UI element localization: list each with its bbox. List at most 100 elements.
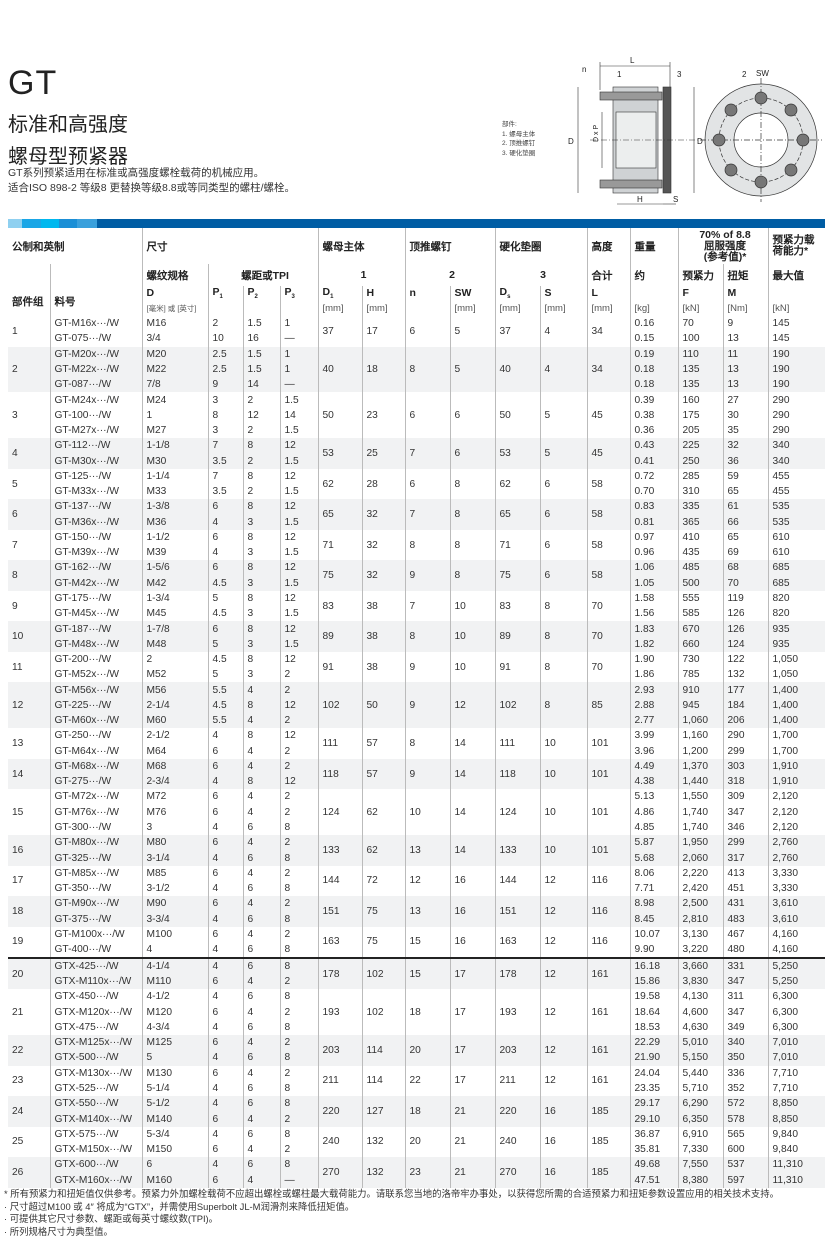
cell-sw: 10 — [449, 590, 495, 622]
pitch-p3: 1.5 — [279, 392, 318, 408]
weight: 2.77 — [629, 713, 678, 729]
weight: 1.58 — [629, 590, 678, 607]
weight: 36.87 — [629, 1126, 678, 1142]
torque: 347 — [722, 1004, 769, 1020]
thread-size: M100 — [141, 926, 208, 942]
part-group: 10 — [8, 621, 50, 652]
preload: 410 — [677, 529, 723, 546]
thread-size: 2-1/2 — [141, 728, 208, 744]
cell-sw: 17 — [449, 1035, 495, 1066]
table-row: GT-M33x···/W M33 3.5 2 1.5 0.70 310 65 455 — [8, 484, 826, 500]
torque: 431 — [722, 896, 769, 912]
cell-n: 12 — [404, 865, 450, 897]
torque: 36 — [722, 453, 769, 469]
weight: 3.96 — [629, 743, 678, 759]
part-number: GT-M36x···/W — [49, 514, 142, 530]
header-total: 合计 — [586, 264, 630, 286]
cell-d1: 62 — [317, 468, 362, 500]
pitch-p3: 2 — [279, 743, 318, 759]
preload: 2,060 — [677, 850, 723, 866]
pitch-p1: 2.5 — [207, 346, 243, 362]
torque: 290 — [722, 728, 769, 744]
torque: 126 — [722, 621, 769, 637]
thread-size: M45 — [141, 606, 208, 622]
legend-item: 3. 硬化垫圈 — [502, 149, 536, 157]
torque: 578 — [722, 1111, 769, 1127]
part-number: GT-M27x···/W — [49, 422, 142, 439]
pitch-p3: 12 — [279, 728, 318, 744]
header-thread: 螺纹规格 — [141, 264, 208, 286]
cell-sw: 5 — [449, 316, 495, 347]
pitch-p1: 6 — [207, 973, 243, 990]
thread-size: 4 — [141, 941, 208, 958]
max-capacity: 2,120 — [767, 789, 826, 805]
preload: 5,150 — [677, 1050, 723, 1066]
pitch-p1: 6 — [207, 1035, 243, 1051]
part-number: GTX-M130x···/W — [49, 1065, 142, 1081]
pitch-p3: 1 — [279, 346, 318, 362]
preload: 1,440 — [677, 774, 723, 790]
cell-l: 185 — [586, 1126, 630, 1158]
thread-size: M150 — [141, 1141, 208, 1158]
cell-ds: 133 — [494, 835, 540, 866]
cell-s: 6 — [539, 560, 587, 591]
torque: 318 — [722, 774, 769, 790]
unit-mm: [mm] — [361, 300, 405, 317]
cell-ds: 124 — [494, 789, 540, 836]
weight: 8.45 — [629, 911, 678, 927]
cell-d1: 53 — [317, 438, 362, 469]
pitch-p2: 3 — [242, 606, 280, 622]
part-number: GT-M33x···/W — [49, 484, 142, 500]
max-capacity: 535 — [767, 514, 826, 530]
torque: 13 — [722, 377, 769, 393]
cell-d1: 71 — [317, 529, 362, 561]
cell-n: 13 — [404, 835, 450, 866]
cell-n: 6 — [404, 392, 450, 439]
thread-size: 2-3/4 — [141, 774, 208, 790]
pitch-p3: 12 — [279, 621, 318, 637]
pitch-p2: 6 — [242, 1019, 280, 1036]
preload: 670 — [677, 621, 723, 637]
cell-ds: 40 — [494, 346, 540, 393]
product-description-2: 适合ISO 898-2 等级8 更替换等级8.8或等同类型的螺柱/螺栓。 — [8, 182, 296, 194]
cell-l: 58 — [586, 499, 630, 530]
table-row: 17 GT-M85x···/W M85 6 4 2 144 72 12 16 144 12 116 8.0… — [8, 865, 826, 897]
cell-h: 32 — [361, 499, 405, 530]
torque: 13 — [722, 331, 769, 347]
pitch-p2: 12 — [242, 407, 280, 423]
pitch-p3: 8 — [279, 941, 318, 958]
header-capacity: 预紧力载 荷能力* — [767, 228, 826, 264]
part-number: GTX-M160x···/W — [49, 1172, 142, 1188]
torque: 13 — [722, 361, 769, 378]
pitch-p2: 8 — [242, 438, 280, 454]
pitch-p2: 4 — [242, 789, 280, 805]
max-capacity: 2,120 — [767, 804, 826, 820]
torque: 27 — [722, 392, 769, 408]
cell-ds: 163 — [494, 926, 540, 958]
torque: 59 — [722, 468, 769, 485]
pitch-p1: 5.5 — [207, 682, 243, 698]
part-number: GT-125···/W — [49, 468, 142, 485]
unit-D: [毫米] 或 [英寸] — [141, 300, 208, 317]
cell-l: 85 — [586, 682, 630, 729]
header-preload: 预紧力 — [677, 264, 723, 286]
part-group: 15 — [12, 806, 24, 818]
pitch-p1: 8 — [207, 407, 243, 423]
pitch-p3: 8 — [279, 956, 318, 974]
label-DxP: D x P — [593, 125, 600, 142]
preload: 1,740 — [677, 804, 723, 820]
preload: 3,660 — [677, 956, 723, 974]
product-description-1: GT系列预紧适用在标准或高强度螺栓载荷的机械应用。 — [8, 167, 265, 179]
cell-ds: 203 — [494, 1035, 540, 1066]
pitch-p1: 4 — [207, 911, 243, 927]
pitch-p1: 5.5 — [207, 713, 243, 729]
thread-size: M20 — [141, 346, 208, 362]
part-group: 14 — [8, 758, 50, 790]
header-pitch: 螺距或TPI — [207, 264, 318, 286]
torque: 350 — [722, 1050, 769, 1066]
max-capacity: 3,610 — [767, 896, 826, 912]
table-row: GTX-M110x···/W M110 6 4 2 15.86 3,830 347 5,250 — [8, 973, 826, 990]
pitch-p3: 2 — [279, 1141, 318, 1158]
unit-Nm: [Nm] — [722, 300, 769, 317]
weight: 5.87 — [629, 835, 678, 851]
